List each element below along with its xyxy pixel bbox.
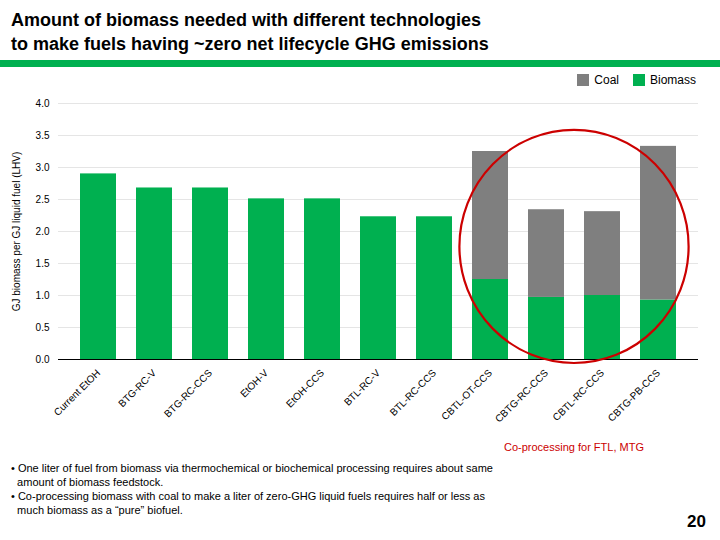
html-text:• One liter of fuel from bioma: • One liter of fuel from biomass via the… bbox=[11, 462, 493, 474]
html-text:to make fuels having ~zero net: to make fuels having ~zero net lifecycle… bbox=[11, 34, 489, 54]
html-text:amount of biomass feedstock.: amount of biomass feedstock. bbox=[11, 476, 164, 488]
svg-text:Current EtOH: Current EtOH bbox=[52, 367, 103, 418]
svg-text:BTL-RC-V: BTL-RC-V bbox=[342, 367, 383, 408]
html-text:20: 20 bbox=[687, 512, 706, 531]
html-text:much biomass as a “pure” biofu: much biomass as a “pure” biofuel. bbox=[11, 504, 183, 516]
svg-text:0.5: 0.5 bbox=[36, 322, 50, 333]
svg-text:CBTG-PB-CCS: CBTG-PB-CCS bbox=[606, 367, 663, 424]
svg-text:CBTL-OT-CCS: CBTL-OT-CCS bbox=[439, 367, 494, 422]
svg-text:CBTL-RC-CCS: CBTL-RC-CCS bbox=[550, 367, 606, 423]
html-text:• Co-processing biomass with c: • Co-processing biomass with coal to mak… bbox=[11, 490, 485, 502]
html-text:Amount of biomass needed with: Amount of biomass needed with different … bbox=[11, 10, 481, 30]
svg-text:3.0: 3.0 bbox=[36, 162, 50, 173]
svg-text:BTG-RC-V: BTG-RC-V bbox=[116, 367, 158, 409]
svg-text:BTG-RC-CCS: BTG-RC-CCS bbox=[162, 367, 214, 419]
html-text:Biomass: Biomass bbox=[650, 73, 696, 87]
svg-text:3.5: 3.5 bbox=[36, 130, 50, 141]
svg-text:2.5: 2.5 bbox=[36, 194, 50, 205]
svg-text:1.0: 1.0 bbox=[36, 290, 50, 301]
svg-text:CBTG-RC-CCS: CBTG-RC-CCS bbox=[493, 367, 551, 425]
svg-text:BTL-RC-CCS: BTL-RC-CCS bbox=[388, 367, 439, 418]
html-text:Coal: Coal bbox=[594, 73, 619, 87]
svg-text:Co-processing for FTL, MTG: Co-processing for FTL, MTG bbox=[504, 441, 644, 453]
svg-text:1.5: 1.5 bbox=[36, 258, 50, 269]
svg-text:4.0: 4.0 bbox=[36, 98, 50, 109]
svg-text:2.0: 2.0 bbox=[36, 226, 50, 237]
svg-text:EtOH-V: EtOH-V bbox=[238, 367, 270, 399]
svg-text:0.0: 0.0 bbox=[36, 354, 50, 365]
svg-text:EtOH-CCS: EtOH-CCS bbox=[284, 367, 327, 410]
svg-text:GJ biomass per GJ liquid fuel: GJ biomass per GJ liquid fuel (LHV) bbox=[11, 152, 22, 312]
